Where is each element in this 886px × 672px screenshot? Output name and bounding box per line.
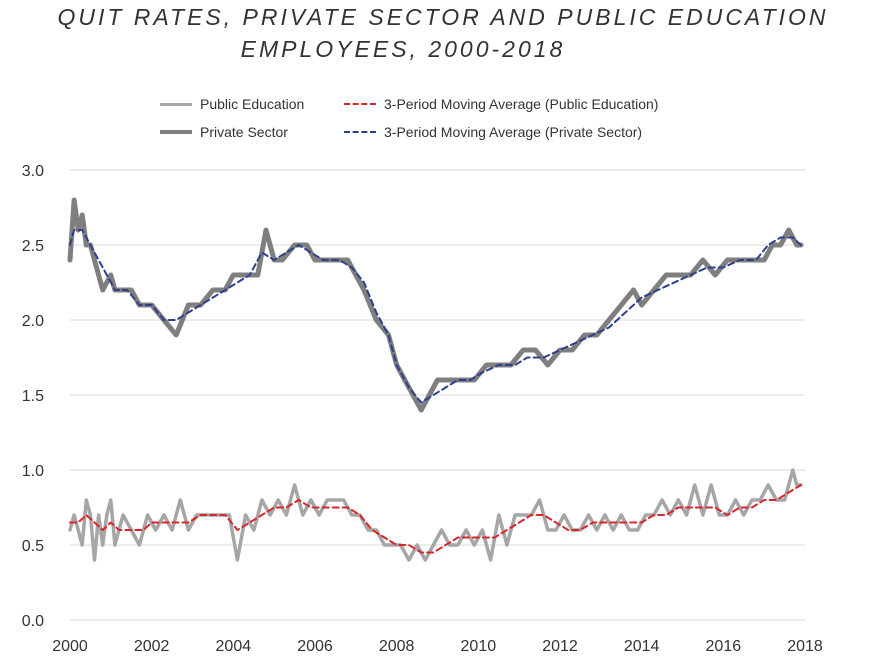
legend-label-public-education: Public Education	[200, 96, 305, 112]
x-tick-label: 2016	[706, 638, 742, 655]
series-line-2	[68, 468, 803, 562]
y-tick-label: 1.5	[22, 388, 44, 405]
x-tick-label: 2018	[787, 638, 823, 655]
x-tick-label: 2006	[297, 638, 333, 655]
y-tick-label: 1.0	[22, 463, 44, 480]
x-tick-label: 2010	[461, 638, 497, 655]
y-axis-ticks: 3.0 2.5 2.0 1.5 1.0 0.5 0.0	[22, 163, 44, 630]
legend-item-ma-public-education: 3-Period Moving Average (Public Educatio…	[344, 96, 658, 112]
x-tick-label: 2008	[379, 638, 415, 655]
gridlines	[70, 169, 805, 621]
legend-swatch-public-education	[160, 102, 192, 106]
x-tick-label: 2004	[216, 638, 252, 655]
legend-item-ma-private-sector: 3-Period Moving Average (Private Sector)	[344, 124, 642, 140]
chart-title-line1: QUIT RATES, PRIVATE SECTOR AND PUBLIC ED…	[57, 4, 829, 30]
series-line-1	[69, 229, 802, 404]
legend-label-ma-public-education: 3-Period Moving Average (Public Educatio…	[384, 96, 659, 112]
x-tick-label: 2012	[542, 638, 578, 655]
series-lines	[67, 197, 804, 562]
legend-label-ma-private-sector: 3-Period Moving Average (Private Sector)	[384, 124, 643, 140]
legend-swatch-ma-public-education	[344, 103, 376, 105]
y-tick-label: 0.5	[22, 538, 44, 555]
y-tick-label: 0.0	[22, 613, 44, 630]
legend-label-private-sector: Private Sector	[200, 124, 288, 140]
x-tick-label: 2002	[134, 638, 170, 655]
y-tick-label: 2.0	[22, 313, 44, 330]
legend-item-public-education: Public Education	[160, 96, 304, 112]
x-tick-label: 2000	[52, 638, 88, 655]
legend-item-private-sector: Private Sector	[160, 124, 288, 140]
y-tick-label: 3.0	[22, 163, 44, 180]
legend-swatch-ma-private-sector	[344, 131, 376, 133]
series-line-0	[67, 197, 804, 413]
series-line-3	[69, 484, 802, 554]
x-axis-ticks: 2000 2002 2004 2006 2008 2010 2012 2014 2016 2018	[52, 638, 823, 655]
x-tick-label: 2014	[624, 638, 660, 655]
chart-title-line2: EMPLOYEES, 2000-2018	[240, 36, 566, 62]
legend-swatch-private-sector	[160, 130, 192, 134]
y-tick-label: 2.5	[22, 238, 44, 255]
